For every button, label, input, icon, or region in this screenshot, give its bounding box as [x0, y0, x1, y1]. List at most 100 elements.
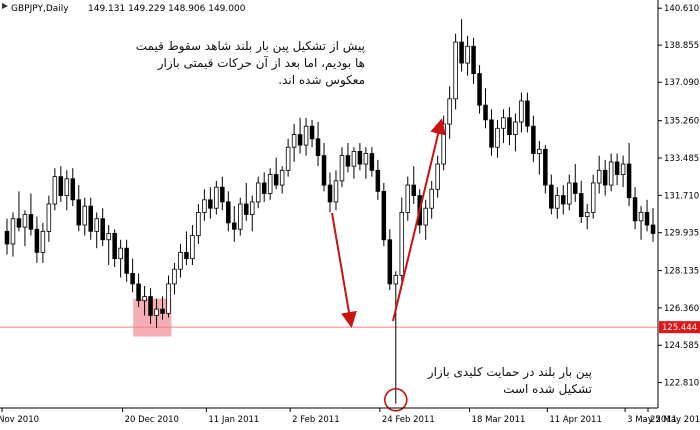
candle	[160, 296, 165, 320]
candle-body	[387, 239, 393, 285]
candle-body	[620, 163, 626, 175]
candle	[555, 187, 560, 219]
candle-body	[255, 182, 261, 203]
candle-body	[249, 201, 255, 215]
candle-body	[644, 212, 650, 226]
down-arrow	[331, 212, 357, 328]
candle-body	[501, 117, 506, 129]
candle	[226, 191, 231, 232]
candle	[279, 166, 285, 194]
candle-body	[154, 308, 159, 316]
candle	[447, 86, 452, 139]
candle-body	[130, 273, 135, 285]
candle	[321, 143, 327, 192]
candle-body	[441, 123, 446, 165]
candle-body	[52, 176, 58, 205]
candle	[489, 109, 494, 156]
candle-body	[238, 203, 243, 230]
candle	[285, 138, 291, 177]
candles-layer	[4, 18, 656, 404]
candle	[483, 88, 488, 129]
candle-body	[507, 117, 512, 135]
candle-body	[40, 230, 46, 253]
y-tick-label: 126.360	[664, 304, 699, 314]
candle	[118, 239, 123, 278]
candle	[435, 155, 440, 198]
candle	[399, 197, 405, 282]
y-tick-label: 135.260	[664, 117, 699, 127]
candle-body	[220, 186, 225, 203]
candle-body	[351, 151, 357, 167]
y-tick-label: 131.710	[664, 191, 699, 201]
candle	[94, 212, 99, 249]
candle-body	[519, 100, 524, 123]
candle	[58, 166, 64, 202]
y-tick-label: 122.810	[664, 379, 699, 389]
candle	[315, 121, 321, 167]
candle-body	[489, 119, 494, 148]
support-price-tag	[659, 321, 700, 334]
candle-body	[549, 184, 554, 209]
candle	[405, 176, 411, 221]
candle-body	[160, 308, 165, 314]
x-tick-label: 20 Dec 2010	[125, 415, 179, 425]
candle-body	[345, 155, 351, 167]
candle	[596, 155, 602, 194]
candle-body	[590, 182, 596, 213]
candle	[82, 197, 88, 236]
candle	[423, 199, 428, 240]
candle-body	[650, 224, 656, 234]
candle	[531, 115, 536, 162]
candle	[142, 286, 147, 316]
candle-body	[327, 184, 333, 203]
candle-body	[393, 275, 399, 285]
candle	[112, 229, 117, 268]
candle	[249, 195, 255, 232]
candle	[208, 187, 213, 219]
symbol-label: GBPJPY,Daily	[11, 4, 69, 14]
candle	[148, 288, 153, 324]
candle-body	[82, 205, 88, 226]
candle	[178, 243, 183, 278]
candle	[190, 225, 195, 265]
candle	[100, 208, 105, 247]
x-tick-label: 2 Feb 2011	[292, 415, 340, 425]
candle	[626, 143, 632, 207]
y-tick-label: 140.610	[664, 4, 699, 14]
y-tick-label: 124.585	[664, 341, 699, 351]
note-bottom: پین بار بلند در حمایت کلیدی بازار تشکیل …	[427, 365, 592, 396]
candle-body	[626, 163, 632, 199]
candle-body	[584, 212, 590, 218]
candle-body	[525, 100, 530, 127]
candle	[459, 18, 464, 72]
candle	[453, 33, 458, 110]
candle-body	[70, 178, 76, 201]
candle	[549, 174, 554, 215]
candle	[345, 143, 351, 173]
candle-body	[614, 161, 620, 175]
candle	[333, 170, 339, 211]
candle	[525, 92, 530, 133]
candle-body	[459, 41, 464, 64]
candle	[267, 168, 273, 200]
candle-body	[244, 203, 249, 215]
candle	[22, 210, 28, 247]
candle	[650, 208, 656, 242]
x-tick-label: 18 Mar 2011	[472, 415, 526, 425]
candle-body	[291, 134, 297, 148]
support-price-label: 125.444	[662, 323, 697, 333]
candle-body	[531, 125, 536, 154]
candle-body	[297, 134, 303, 146]
candle	[261, 172, 267, 202]
candle-body	[4, 230, 10, 245]
candle-body	[429, 188, 434, 209]
candle	[339, 147, 345, 188]
candle	[291, 124, 297, 162]
candle-body	[339, 155, 345, 182]
candle	[411, 166, 416, 204]
candle-body	[172, 268, 177, 285]
candle-body	[405, 184, 411, 213]
candle-body	[363, 153, 369, 165]
candle-body	[638, 212, 644, 222]
